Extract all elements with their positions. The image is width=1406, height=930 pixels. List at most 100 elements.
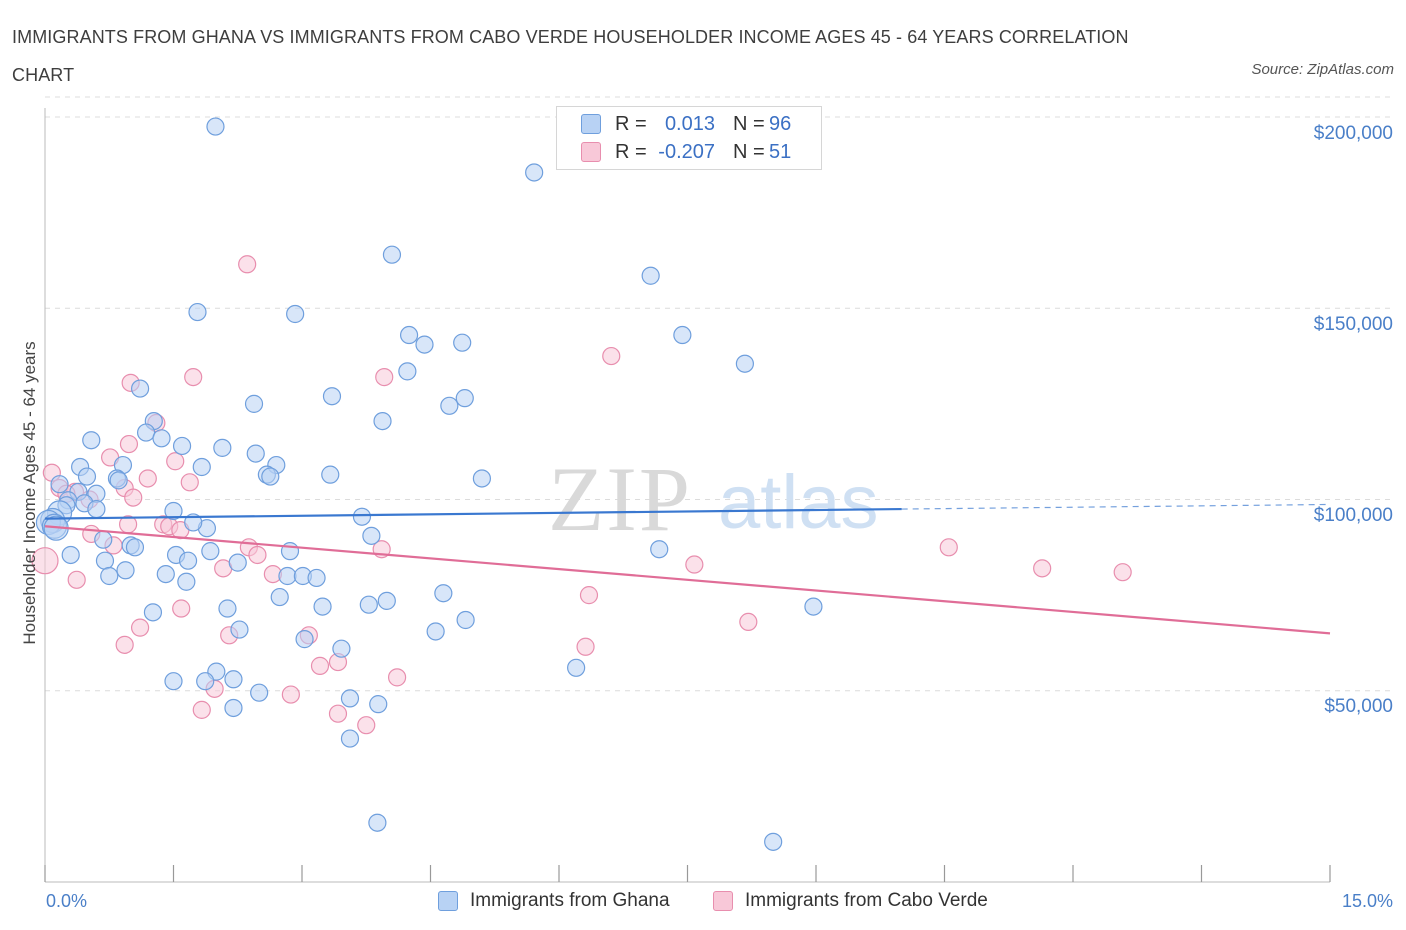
ghana-point: [177, 572, 196, 591]
ghana-point: [136, 423, 156, 442]
ghana-point: [426, 622, 445, 641]
ghana-point: [321, 465, 340, 484]
ghana-point: [307, 568, 326, 588]
ghana-swatch-icon: [581, 114, 601, 134]
cabo-verde-point: [357, 716, 376, 735]
ghana-point: [172, 436, 192, 456]
legend-item-cabo[interactable]: Immigrants from Cabo Verde: [713, 890, 988, 912]
ghana-point: [201, 542, 220, 561]
n-label: N =: [733, 140, 765, 163]
legend-label-ghana: Immigrants from Ghana: [470, 890, 670, 911]
ghana-point: [244, 394, 264, 413]
ghana-point: [188, 302, 207, 322]
ghana-point: [270, 587, 289, 607]
cabo-verde-point: [685, 555, 704, 574]
cabo-verde-point: [180, 473, 199, 492]
ghana-point: [377, 591, 396, 610]
ghana-point: [434, 584, 453, 603]
ghana-point: [224, 670, 243, 689]
x-tick-label-max: 15.0%: [1341, 891, 1393, 911]
ghana-point: [641, 266, 660, 285]
ghana-trend-extension: [901, 503, 1331, 510]
ghana-point: [567, 658, 586, 677]
cabo-verde-point: [576, 637, 595, 656]
ghana-point: [87, 499, 106, 519]
ghana-legend-swatch-icon: [438, 891, 458, 911]
ghana-point: [313, 597, 332, 616]
cabo-verde-point: [192, 700, 211, 719]
ghana-point: [261, 467, 280, 486]
ghana-point: [178, 551, 198, 570]
ghana-point: [804, 597, 823, 616]
axes: [44, 108, 1331, 883]
grid-lines: [45, 96, 1395, 692]
ghana-point: [340, 729, 360, 748]
cabo-verde-point: [138, 469, 157, 488]
cabo-verde-point: [130, 618, 150, 637]
y-tick-label: $100,000: [1313, 505, 1393, 526]
ghana-point: [77, 467, 97, 486]
ghana-point: [764, 832, 783, 851]
ghana-point: [116, 561, 135, 580]
cabo-verde-point: [387, 668, 407, 687]
ghana-point: [143, 603, 163, 622]
ghana-point: [373, 411, 392, 431]
r-label: R =: [615, 112, 647, 135]
cabo-verde-point: [184, 368, 203, 387]
r-label: R =: [615, 140, 647, 163]
cabo-swatch-icon: [581, 142, 601, 162]
cabo-verde-point: [172, 599, 191, 618]
ghana-trend-line: [44, 507, 902, 520]
ghana-point: [184, 513, 203, 532]
ghana-point: [246, 444, 265, 463]
ghana-point: [382, 245, 402, 264]
ghana-point: [673, 325, 692, 345]
ghana-point: [440, 396, 459, 415]
cabo-verde-point: [375, 368, 394, 387]
ghana-point: [362, 526, 381, 545]
ghana-point: [109, 471, 128, 490]
cabo-verde-point: [939, 538, 958, 557]
cabo-verde-point: [602, 346, 621, 366]
ghana-point: [278, 566, 297, 586]
ghana-point: [82, 431, 101, 450]
ghana-point: [295, 630, 314, 649]
cabo-verde-point: [115, 635, 134, 654]
legend-label-cabo: Immigrants from Cabo Verde: [745, 890, 988, 911]
y-tick-label: $150,000: [1313, 314, 1393, 335]
cabo-verde-point: [328, 704, 348, 723]
ghana-point: [352, 507, 372, 526]
x-tick-label-min: 0.0%: [46, 891, 88, 911]
ghana-r-value: 0.013: [664, 112, 715, 135]
y-tick-label: $200,000: [1313, 123, 1393, 144]
legend-item-ghana[interactable]: Immigrants from Ghana: [438, 890, 670, 912]
cabo-verde-point: [1113, 563, 1132, 582]
ghana-point: [525, 163, 544, 182]
source-label: Source: ZipAtlas.com: [1251, 61, 1394, 78]
ghana-point: [152, 429, 171, 448]
watermark: ZIP atlas: [548, 448, 879, 550]
ghana-point: [735, 354, 754, 373]
cabo-verde-point: [238, 255, 257, 274]
ghana-point: [250, 683, 269, 702]
cabo-verde-point: [248, 545, 267, 565]
ghana-point: [50, 475, 69, 494]
chart-title: IMMIGRANTS FROM GHANA VS IMMIGRANTS FROM…: [12, 27, 1129, 85]
ghana-point: [399, 325, 419, 345]
cabo-verde-point: [67, 570, 86, 589]
cabo-verde-point: [31, 547, 59, 575]
cabo-legend-swatch-icon: [713, 891, 733, 911]
ghana-point: [340, 689, 360, 708]
stats-row-cabo: R = -0.207 N = 51: [581, 138, 791, 166]
cabo-r-value: -0.207: [658, 140, 715, 163]
ghana-point: [164, 672, 183, 691]
ghana-point: [206, 117, 225, 136]
cabo-verde-point: [310, 656, 330, 675]
ghana-point: [415, 335, 434, 354]
watermark-atlas: atlas: [718, 460, 879, 545]
ghana-n-value: 96: [769, 112, 792, 135]
ghana-point: [398, 362, 417, 381]
ghana-point: [61, 545, 80, 565]
ghana-point: [218, 599, 237, 618]
